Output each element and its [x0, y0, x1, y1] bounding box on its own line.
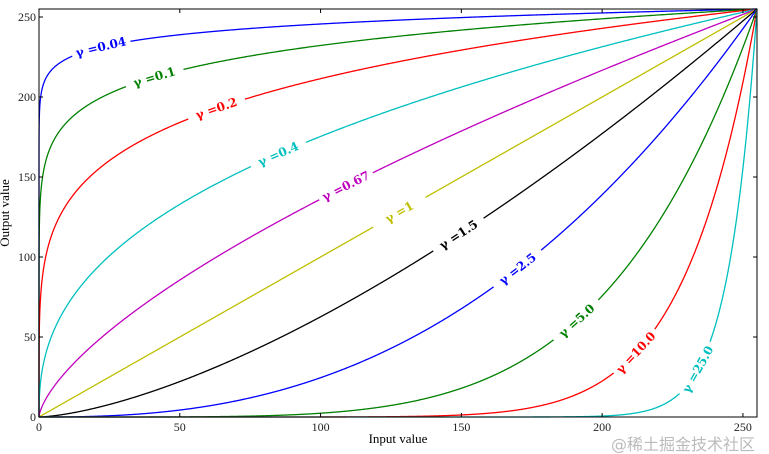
curve-label: γ =10.0 [613, 329, 658, 376]
curve-gamma-2.5 [39, 8, 758, 418]
x-tick-label: 100 [312, 420, 330, 434]
curve-label-group: γ =10.0 [609, 325, 663, 381]
y-tick-label: 0 [30, 410, 36, 424]
x-tick-label: 150 [452, 420, 470, 434]
curve-label-gap [123, 61, 186, 94]
y-tick-label: 250 [18, 10, 36, 24]
curve-label-gap [549, 294, 605, 347]
curve-label: γ =0.4 [256, 139, 301, 169]
curve-label-group: γ =0.2 [185, 91, 248, 126]
curve-label: γ =1 [383, 199, 416, 226]
x-tick-label: 250 [734, 420, 752, 434]
x-tick-label: 200 [593, 420, 611, 434]
curve-label-group: γ =1 [369, 190, 430, 234]
curve-label-group: γ =1.5 [429, 211, 489, 258]
y-tick-label: 150 [18, 170, 36, 184]
curve-label-group: γ =2.5 [489, 244, 547, 294]
curve-label-gap [489, 244, 547, 294]
curve-label: γ =5.0 [556, 301, 597, 340]
curve-label-gap [247, 134, 310, 174]
curve-label-gap [369, 190, 430, 234]
curve-label-group: γ =0.67 [315, 165, 377, 207]
curve-label: γ =1.5 [437, 217, 481, 252]
curve-label-group: γ =0.1 [123, 61, 186, 94]
curve-label: γ =0.67 [320, 168, 372, 204]
curve-label-group: γ =25.0 [676, 339, 720, 400]
curve-label: γ =0.1 [132, 64, 177, 90]
curve-gamma-0.67 [38, 8, 758, 418]
plot-frame [38, 8, 758, 418]
x-axis-label: Input value [369, 431, 428, 446]
curve-label: γ =0.04 [74, 34, 127, 60]
curve-gamma-0.4 [38, 8, 758, 417]
curve-label-gap [676, 339, 720, 400]
y-tick-label: 200 [18, 90, 36, 104]
curve-label: γ =2.5 [496, 250, 539, 287]
curve-label: γ =25.0 [679, 344, 716, 396]
ticks: 0 50 100 150 200 250 0 50 100 150 200 250 [18, 9, 757, 434]
curve-label-gap [185, 91, 248, 126]
curve-label-group: γ =0.04 [69, 32, 132, 62]
watermark: @稀土掘金技术社区 [610, 435, 755, 454]
curve-label: γ =0.2 [194, 95, 239, 122]
x-tick-label: 0 [36, 420, 42, 434]
y-axis-label: Output value [0, 179, 12, 247]
x-tick-label: 50 [174, 420, 186, 434]
curve-gamma-1.5 [38, 8, 758, 418]
curve-label-group: γ =0.4 [247, 134, 310, 174]
curve-label-gap [315, 165, 377, 207]
curve-label-gap [69, 32, 132, 62]
curve-label-group: γ =5.0 [549, 294, 605, 347]
curve-label-gap [429, 211, 489, 258]
curve-label-gap [609, 325, 663, 381]
curve-gamma-0.2 [38, 8, 758, 417]
y-tick-label: 50 [24, 330, 36, 344]
y-tick-label: 100 [18, 250, 36, 264]
